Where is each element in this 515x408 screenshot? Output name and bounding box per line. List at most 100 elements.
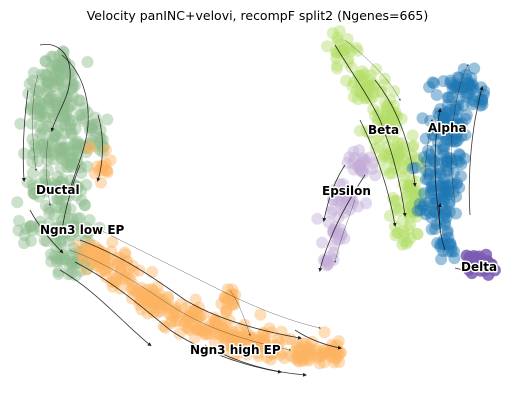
cell-point [450,207,462,220]
cell-point [69,123,82,135]
cell-point [445,177,458,190]
cell-point [208,315,221,327]
cell-point [450,154,463,167]
cell-point [450,127,463,139]
cell-point [198,325,211,338]
cell-point [437,111,450,124]
cell-point [435,187,448,200]
cell-point [389,201,402,214]
cell-point [355,69,368,82]
cell-point [47,90,60,103]
cell-point [34,215,47,228]
cell-point [170,307,183,320]
cell-point [401,152,414,165]
cell-point [209,325,222,338]
cell-point [63,250,76,263]
cell-point [36,73,49,86]
cell-point [405,199,418,212]
cell-point [44,99,57,112]
cell-point [153,288,166,301]
cell-point [368,78,381,91]
cell-point [438,173,451,186]
cell-point [378,116,391,129]
cell-point [54,254,67,267]
cell-point [39,178,52,190]
cell-point [69,180,82,193]
cell-point [209,314,222,327]
cell-point [80,142,93,154]
cell-point [191,322,204,335]
cell-point [377,115,390,128]
cell-point [407,205,420,218]
cell-point [105,245,118,258]
cell-point [78,251,90,263]
cell-point [40,179,53,191]
cell-point [51,104,64,116]
cell-point [229,334,242,347]
cell-point [409,188,422,201]
cell-point [460,90,473,103]
cell-point [226,334,239,347]
cell-point [33,96,46,109]
cell-point [310,344,322,357]
cell-point [55,242,68,255]
cell-point [50,252,63,265]
cell-point [335,44,348,57]
cell-point [459,129,472,141]
cell-point [255,333,268,346]
cell-point [54,229,66,242]
cell-point [414,204,427,217]
cell-point [297,348,310,361]
cell-point [152,293,165,306]
cell-point [450,135,463,148]
cell-point [66,128,79,140]
cell-point [65,157,78,170]
cell-point [319,347,331,360]
cell-point [12,224,25,237]
cell-point [443,195,456,208]
cell-point [84,258,96,271]
cell-point [433,163,446,176]
cell-point [35,139,48,152]
cell-point [425,211,438,224]
cell-point [418,187,431,200]
cell-point [367,80,380,93]
cell-point [50,75,63,88]
cell-point [260,351,273,364]
cell-point [24,103,37,116]
cell-point [42,93,55,106]
cell-point [71,143,84,156]
cell-point [358,68,371,81]
cell-point [404,156,417,169]
cell-point [406,129,419,142]
cell-point [110,274,123,286]
cell-point [159,321,172,334]
cell-point [59,56,72,69]
cell-point [296,353,309,366]
cell-point [143,289,156,302]
cell-point [53,142,66,155]
cell-point [69,144,82,157]
cell-point [80,254,93,266]
cell-point [343,151,356,164]
cell-point [332,194,345,207]
cell-point [220,292,233,305]
cell-point [256,338,269,351]
cell-point [318,356,331,369]
cell-point [188,305,200,318]
cell-point [251,334,264,347]
cell-point [97,250,110,263]
cell-point [182,321,194,334]
cell-point [311,348,324,361]
cell-point [437,111,450,124]
cell-point [25,99,38,112]
cell-point [63,234,75,247]
cell-point [440,204,453,217]
cell-point [52,124,64,137]
cell-point [428,77,440,90]
cell-point [390,194,403,207]
cell-point [338,44,351,57]
cell-point [332,228,345,241]
cell-point [38,168,51,181]
cell-point [120,268,133,280]
